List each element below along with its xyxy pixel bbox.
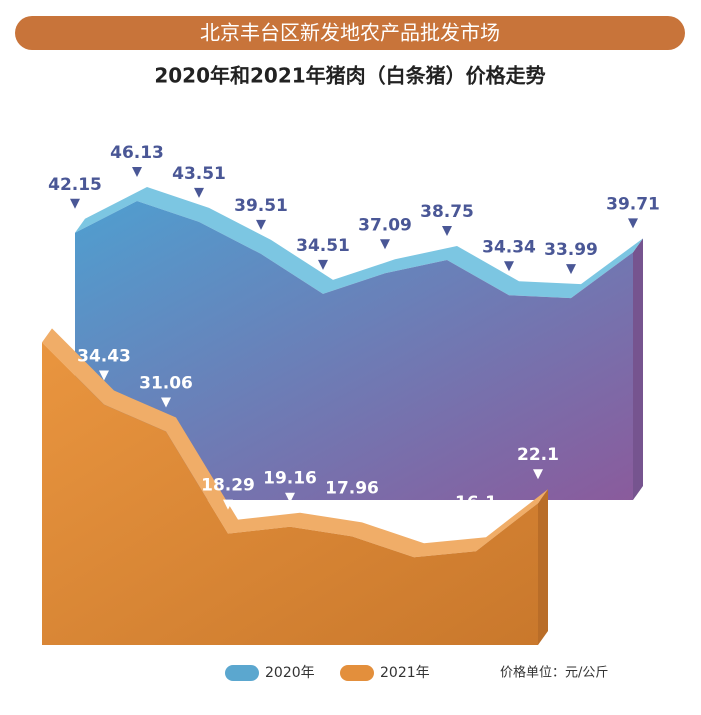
label-pointer: [442, 226, 452, 236]
data-label: 39.71: [606, 194, 660, 214]
chart-subtitle: 2020年和2021年猪肉（白条猪）价格走势: [154, 64, 545, 88]
label-pointer: [318, 259, 328, 270]
legend-swatch: [225, 665, 259, 681]
label-pointer: [132, 166, 142, 177]
data-label: 16.1: [455, 493, 497, 513]
legend-label: 2021年: [380, 665, 430, 681]
label-pointer: [566, 264, 576, 275]
data-label: 31.06: [139, 374, 193, 394]
data-label: 42.15: [48, 175, 102, 195]
label-pointer: [347, 502, 357, 513]
area-top: [75, 186, 643, 299]
legend-swatch: [340, 665, 374, 681]
area: [42, 342, 538, 645]
label-pointer: [99, 370, 109, 381]
data-label: 39.51: [234, 196, 288, 216]
data-label: 33.99: [544, 240, 598, 260]
data-label: 37.09: [358, 215, 412, 235]
area-side: [538, 489, 548, 645]
data-label: 34.51: [296, 236, 350, 256]
area-top: [42, 328, 548, 558]
data-label: 46.13: [110, 143, 164, 163]
label-pointer: [628, 218, 638, 229]
label-pointer: [194, 187, 204, 198]
label-pointer: [285, 492, 295, 503]
data-label: 34.34: [482, 237, 536, 257]
data-label: 22.1: [517, 445, 559, 465]
label-pointer: [256, 219, 266, 230]
label-pointer: [70, 198, 80, 209]
data-label: 42.21: [15, 284, 69, 304]
data-label: 18.29: [201, 476, 255, 496]
label-pointer: [161, 397, 171, 408]
data-label: 43.51: [172, 164, 226, 184]
label-pointer: [37, 308, 47, 319]
data-label: 19.16: [263, 469, 317, 489]
label-pointer: [504, 261, 514, 272]
label-pointer: [409, 523, 419, 534]
area: [75, 200, 633, 500]
chart-title: 北京丰台区新发地农产品批发市场: [200, 21, 500, 45]
title-bar: [15, 16, 685, 50]
data-label: 38.75: [420, 202, 474, 222]
data-label: 34.43: [77, 347, 131, 367]
label-pointer: [380, 239, 390, 250]
legend-label: 2020年: [265, 665, 315, 681]
label-pointer: [471, 517, 481, 528]
unit-note: 价格单位：元/公斤: [500, 665, 608, 681]
data-label: 15.34: [387, 499, 441, 519]
label-pointer: [533, 469, 543, 480]
data-label: 17.96: [325, 478, 379, 498]
label-pointer: [223, 499, 233, 510]
area-side: [633, 238, 643, 500]
